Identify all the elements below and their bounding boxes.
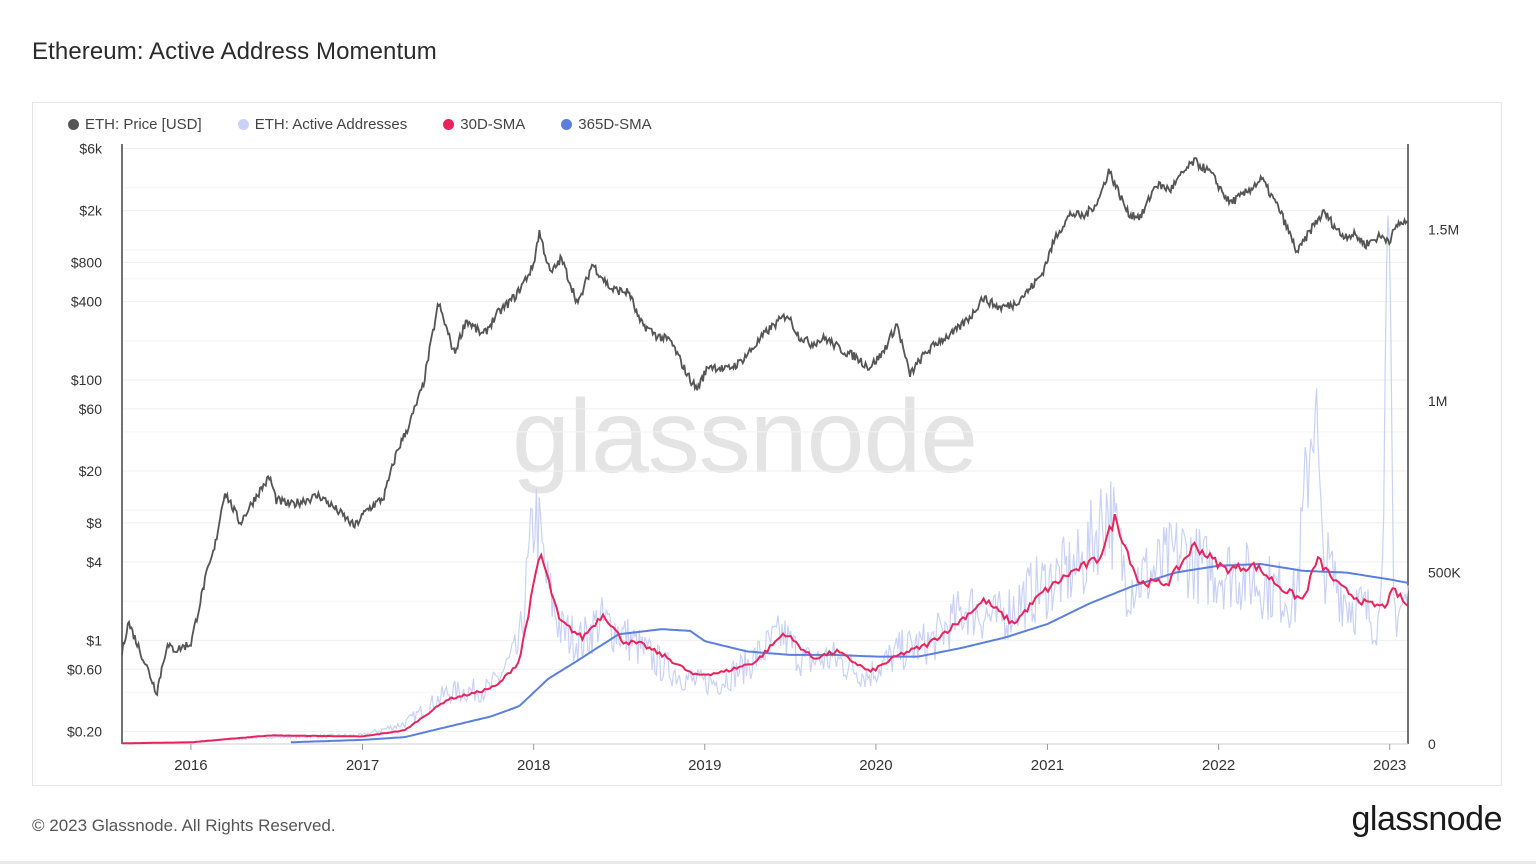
copyright-footer: © 2023 Glassnode. All Rights Reserved. [32,816,336,835]
x-tick-label: 2020 [859,757,892,774]
y-left-tick-label: $6k [79,141,103,157]
y-left-tick-label: $400 [71,294,102,310]
y-left-tick-label: $0.60 [67,661,102,677]
series-30d-sma-line [122,513,1409,745]
bottom-divider [0,861,1536,864]
series-active-addresses-line [121,215,1409,745]
legend-item-30d-sma[interactable]: 30D-SMA [443,116,525,133]
legend-dot-365d-sma-icon [561,119,573,130]
legend-label-active-addresses: ETH: Active Addresses [254,116,408,133]
x-tick-label: 2021 [1031,757,1064,774]
y-right-tick-label: 1M [1428,393,1447,409]
brand-logo[interactable]: glassnode [1351,800,1502,838]
y-left-tick-label: $1 [86,632,102,648]
y-right-tick-label: 0 [1428,736,1436,752]
y-right-tick-label: 1.5M [1428,222,1459,238]
y-left-tick-label: $4 [86,554,102,570]
x-tick-label: 2017 [346,757,379,774]
x-tick-label: 2022 [1202,757,1235,774]
legend-label-price: ETH: Price [USD] [85,116,202,133]
legend-dot-active-addresses-icon [237,119,249,130]
x-tick-label: 2018 [517,757,550,774]
series-price-line [121,157,1409,697]
y-left-tick-label: $2k [79,203,103,219]
y-left-tick-label: $100 [71,372,102,388]
y-left-tick-label: $60 [79,401,103,417]
x-tick-label: 2016 [174,757,207,774]
legend-dot-price-icon [68,119,79,130]
y-right-tick-label: 500K [1428,565,1461,581]
legend-dot-30d-sma-icon [443,119,455,130]
chart-title: Ethereum: Active Address Momentum [32,38,437,65]
legend-item-365d-sma[interactable]: 365D-SMA [561,116,652,133]
chart-legend: ETH: Price [USD] ETH: Active Addresses 3… [68,116,688,133]
y-left-tick-label: $20 [79,463,103,479]
y-left-tick-label: $0.20 [67,723,102,739]
x-tick-label: 2019 [688,757,721,774]
legend-label-30d-sma: 30D-SMA [460,116,526,133]
y-left-tick-label: $800 [71,254,102,270]
legend-label-365d-sma: 365D-SMA [578,116,652,133]
x-tick-label: 2023 [1373,757,1406,774]
chart-card [32,102,1502,786]
legend-item-active-addresses[interactable]: ETH: Active Addresses [237,116,408,133]
legend-item-price[interactable]: ETH: Price [USD] [68,116,202,133]
y-left-tick-label: $8 [86,515,102,531]
